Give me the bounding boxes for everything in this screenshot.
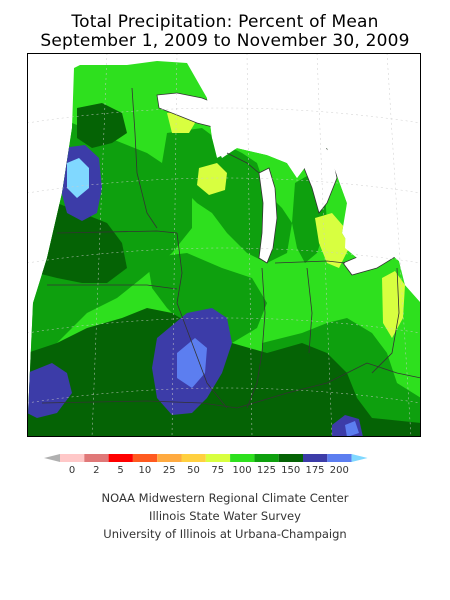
- ia-north-border: [56, 230, 178, 234]
- legend-swatch-0-2: [60, 454, 85, 462]
- ky-border: [236, 362, 421, 409]
- legend-tick-label: 2: [93, 465, 99, 476]
- legend-tick-label: 5: [117, 465, 123, 476]
- mn-wi-border: [131, 87, 158, 229]
- in-oh-border: [306, 267, 313, 354]
- zone-175-200-west: [27, 363, 72, 418]
- il-in-border: [246, 267, 266, 409]
- il-west-border: [176, 232, 228, 409]
- meridian-1: [91, 53, 108, 437]
- color-legend: 0 2 5 10 25 50 75 100 125 150 175 200: [44, 454, 368, 476]
- legend-tick-label: 125: [257, 465, 276, 476]
- mi-in-border: [274, 260, 346, 264]
- precipitation-contours: [27, 103, 421, 437]
- legend-tick-label: 50: [187, 465, 200, 476]
- legend-tick-label: 100: [233, 465, 252, 476]
- legend-swatch-125-150: [254, 454, 279, 462]
- zone-150-175-nw: [77, 103, 127, 148]
- credit-line-1: NOAA Midwestern Regional Climate Center: [101, 491, 349, 505]
- zone-150-175-south: [27, 308, 421, 437]
- legend-bar: [44, 454, 368, 462]
- legend-tick-labels: 0 2 5 10 25 50 75 100 125 150 175 200: [69, 465, 349, 476]
- legend-swatch-25-50: [157, 454, 182, 462]
- oh-east-border: [371, 267, 400, 374]
- zone-200-plus-nw: [67, 158, 89, 198]
- legend-arrow-low: [44, 454, 60, 462]
- zone-125-150-north: [162, 128, 292, 263]
- legend-swatch-100-125: [230, 454, 255, 462]
- legend-swatch->200: [327, 454, 352, 462]
- legend-tick-label: 10: [139, 465, 152, 476]
- map-title-line-2: September 1, 2009 to November 30, 2009: [40, 31, 410, 51]
- ia-south-border: [47, 284, 178, 290]
- legend-tick-label: 25: [163, 465, 176, 476]
- legend-tick-label: 75: [211, 465, 224, 476]
- precipitation-map: [27, 53, 421, 437]
- zone-200-plus-missouri: [177, 338, 207, 388]
- legend-swatch-10-25: [132, 454, 158, 462]
- meridian-4: [316, 53, 333, 437]
- map-frame: [27, 53, 421, 437]
- credit-line-3: University of Illinois at Urbana-Champai…: [103, 527, 347, 541]
- lake-michigan: [258, 167, 278, 264]
- meridian-3: [246, 53, 253, 437]
- zone-125-150-central: [147, 253, 267, 343]
- legend-arrow-high: [351, 454, 368, 462]
- map-title-line-1: Total Precipitation: Percent of Mean: [71, 12, 379, 32]
- legend-tick-label: 150: [281, 465, 300, 476]
- legend-swatch-150-175: [278, 454, 303, 462]
- state-boundaries: [41, 87, 421, 409]
- legend-swatch-50-75: [181, 454, 206, 462]
- credit-line-2: Illinois State Water Survey: [149, 509, 301, 523]
- great-lakes: [156, 53, 421, 303]
- wi-mi-border: [226, 152, 260, 174]
- legend-tick-label: 200: [330, 465, 349, 476]
- zone-200-plus-se: [345, 421, 359, 437]
- legend-tick-label: 175: [305, 465, 324, 476]
- canada-area: [207, 53, 421, 303]
- zone-75-100-michigan: [315, 213, 349, 268]
- legend-tick-label: 0: [69, 465, 75, 476]
- meridian-5: [386, 53, 412, 437]
- legend-swatch-2-5: [84, 454, 109, 462]
- mo-south-border: [41, 400, 238, 409]
- zone-75-100-ohio: [382, 271, 405, 338]
- meridian-2: [171, 53, 178, 437]
- zone-75-100-wisconsin: [197, 163, 227, 195]
- legend-swatch-175-200: [303, 454, 328, 462]
- legend-swatch-75-100: [205, 454, 231, 462]
- graticule: [27, 53, 421, 437]
- legend-swatch-5-10: [108, 454, 133, 462]
